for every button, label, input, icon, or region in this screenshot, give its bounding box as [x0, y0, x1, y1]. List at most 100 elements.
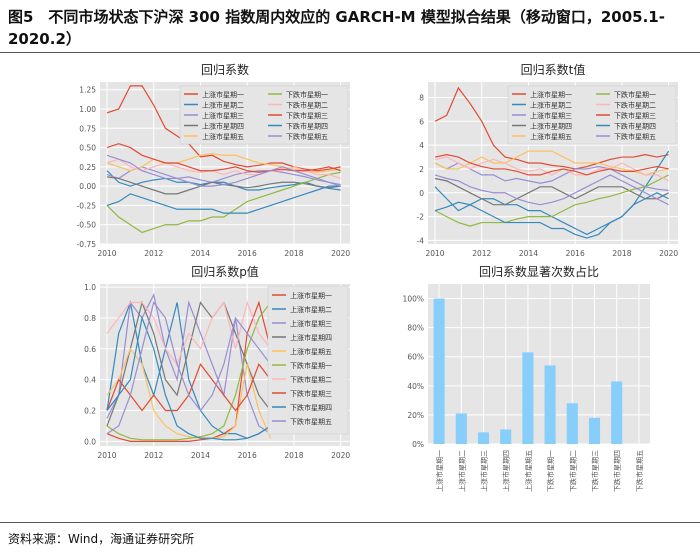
y-tick-label: 1.0 [84, 283, 96, 292]
chart-title: 回归系数显著次数占比 [479, 264, 599, 279]
series-line-9 [434, 192, 669, 239]
bar [588, 417, 601, 444]
x-tick-label: 2016 [566, 249, 585, 258]
legend-label: 上涨市星期四 [530, 122, 572, 131]
x-tick-label: 2012 [144, 451, 163, 460]
x-tick-label: 上涨市星期一 [435, 450, 444, 492]
series-line-6 [434, 174, 669, 227]
legend-label: 上涨市星期二 [530, 101, 572, 110]
y-tick-label: 0.2 [84, 407, 96, 416]
x-tick-label: 2010 [97, 451, 116, 460]
series-line-6 [106, 171, 341, 234]
series-line-8 [434, 154, 669, 176]
x-tick-label: 下跌市星期一 [546, 450, 555, 492]
x-tick-label: 2020 [331, 451, 350, 460]
series-line-10 [106, 301, 272, 435]
y-tick-label: 0.4 [84, 376, 96, 385]
x-tick-label: 2014 [191, 451, 210, 460]
chart-title: 回归系数 [201, 62, 249, 77]
series-line-10 [434, 174, 669, 206]
legend-label: 上涨市星期三 [530, 111, 572, 120]
x-tick-label: 2010 [97, 249, 116, 258]
series-line-9 [106, 315, 271, 441]
x-tick-label: 2018 [612, 249, 631, 258]
legend-label: 上涨市星期一 [202, 90, 244, 99]
legend-label: 下跌市星期四 [614, 122, 656, 131]
bottom-rule [0, 522, 700, 523]
series-line-7 [434, 156, 669, 182]
series-line-2 [106, 300, 271, 439]
y-tick-label: -2 [417, 213, 425, 222]
x-tick-label: 2012 [472, 249, 491, 258]
legend-label: 下跌市星期三 [614, 111, 656, 120]
chart-title: 回归系数p值 [191, 264, 259, 279]
y-tick-label: 1.25 [79, 86, 96, 95]
legend-label: 上涨市星期一 [290, 291, 332, 300]
legend-label: 下跌市星期五 [614, 132, 656, 141]
bar [500, 429, 512, 444]
y-tick-label: 0% [412, 440, 424, 449]
y-tick-label: 60% [407, 353, 424, 362]
y-tick-label: 100% [403, 295, 424, 304]
y-tick-label: 2 [419, 165, 424, 174]
legend-label: 下跌市星期一 [614, 90, 656, 99]
legend-label: 上涨市星期二 [290, 305, 332, 314]
bar [566, 403, 578, 444]
legend-label: 上涨市星期四 [290, 333, 332, 342]
legend-label: 上涨市星期二 [202, 101, 244, 110]
series-line-6 [106, 302, 272, 441]
y-tick-label: 6 [419, 117, 424, 126]
legend-label: 下跌市星期五 [286, 132, 328, 141]
x-tick-label: 2010 [425, 249, 444, 258]
x-tick-label: 2018 [284, 249, 303, 258]
legend-label: 上涨市星期五 [290, 347, 332, 356]
series-line-5 [106, 347, 272, 439]
y-tick-label: 4 [419, 141, 424, 150]
legend-label: 下跌市星期三 [286, 111, 328, 120]
bar [455, 413, 467, 444]
x-tick-label: 2014 [519, 249, 538, 258]
chart-significance-share: 回归系数显著次数占比 0% 20% 40% 60% 80% 100% 上涨市星期一 上涨市星期二… [378, 262, 678, 520]
x-tick-label: 上涨市星期五 [524, 450, 533, 492]
y-tick-label: 0.25 [79, 163, 96, 172]
y-tick-label: 0.0 [84, 437, 96, 446]
y-tick-label: -4 [417, 236, 425, 245]
x-tick-label: 2018 [284, 451, 303, 460]
x-tick-label: 2020 [659, 249, 678, 258]
legend-box [179, 85, 349, 145]
legend-label: 上涨市星期四 [202, 122, 244, 131]
y-tick-label: 0.75 [79, 124, 96, 133]
chart-t-value: 回归系数t值 2010 2012 2014 2016 2018 2020 -4 -2 0 2 4 6 8 上… [378, 60, 678, 270]
legend-label: 下跌市星期二 [614, 101, 656, 110]
y-tick-label: 1.00 [79, 105, 96, 114]
x-tick-label: 2016 [238, 249, 257, 258]
y-tick-label: 8 [419, 93, 424, 102]
legend-box [507, 85, 677, 145]
legend-label: 下跌市星期四 [286, 122, 328, 131]
x-tick-label: 上涨市星期二 [457, 450, 466, 492]
legend-label: 下跌市星期三 [290, 389, 332, 398]
x-tick-label: 下跌市星期三 [591, 450, 600, 492]
series-line-3 [434, 162, 669, 191]
x-tick-label: 上涨市星期四 [502, 450, 511, 492]
y-tick-label: 40% [407, 382, 424, 391]
bar [544, 365, 556, 444]
y-tick-label: 0.00 [79, 182, 96, 191]
x-tick-label: 2012 [144, 249, 163, 258]
x-tick-label: 2020 [331, 249, 350, 258]
series-line-8 [106, 143, 341, 173]
series-line-5 [434, 150, 669, 176]
series-line-1 [106, 85, 341, 172]
x-tick-label: 上涨市星期三 [480, 450, 489, 492]
legend-label: 下跌市星期四 [290, 403, 332, 412]
y-tick-label: -0.50 [77, 221, 97, 230]
bar [477, 432, 490, 444]
x-tick-label: 下跌市星期四 [613, 450, 622, 492]
source-note: 资料来源：Wind，海通证券研究所 [8, 532, 195, 546]
series-line-7 [106, 300, 272, 366]
legend-label: 上涨市星期五 [202, 132, 244, 141]
chart-regression-coef: 回归系数 2010 2012 2014 2016 2018 2020 -0.75 -0.50 -0… [50, 60, 350, 270]
x-tick-label: 2016 [238, 451, 257, 460]
y-tick-label: -0.25 [77, 201, 97, 210]
bar [522, 352, 534, 444]
